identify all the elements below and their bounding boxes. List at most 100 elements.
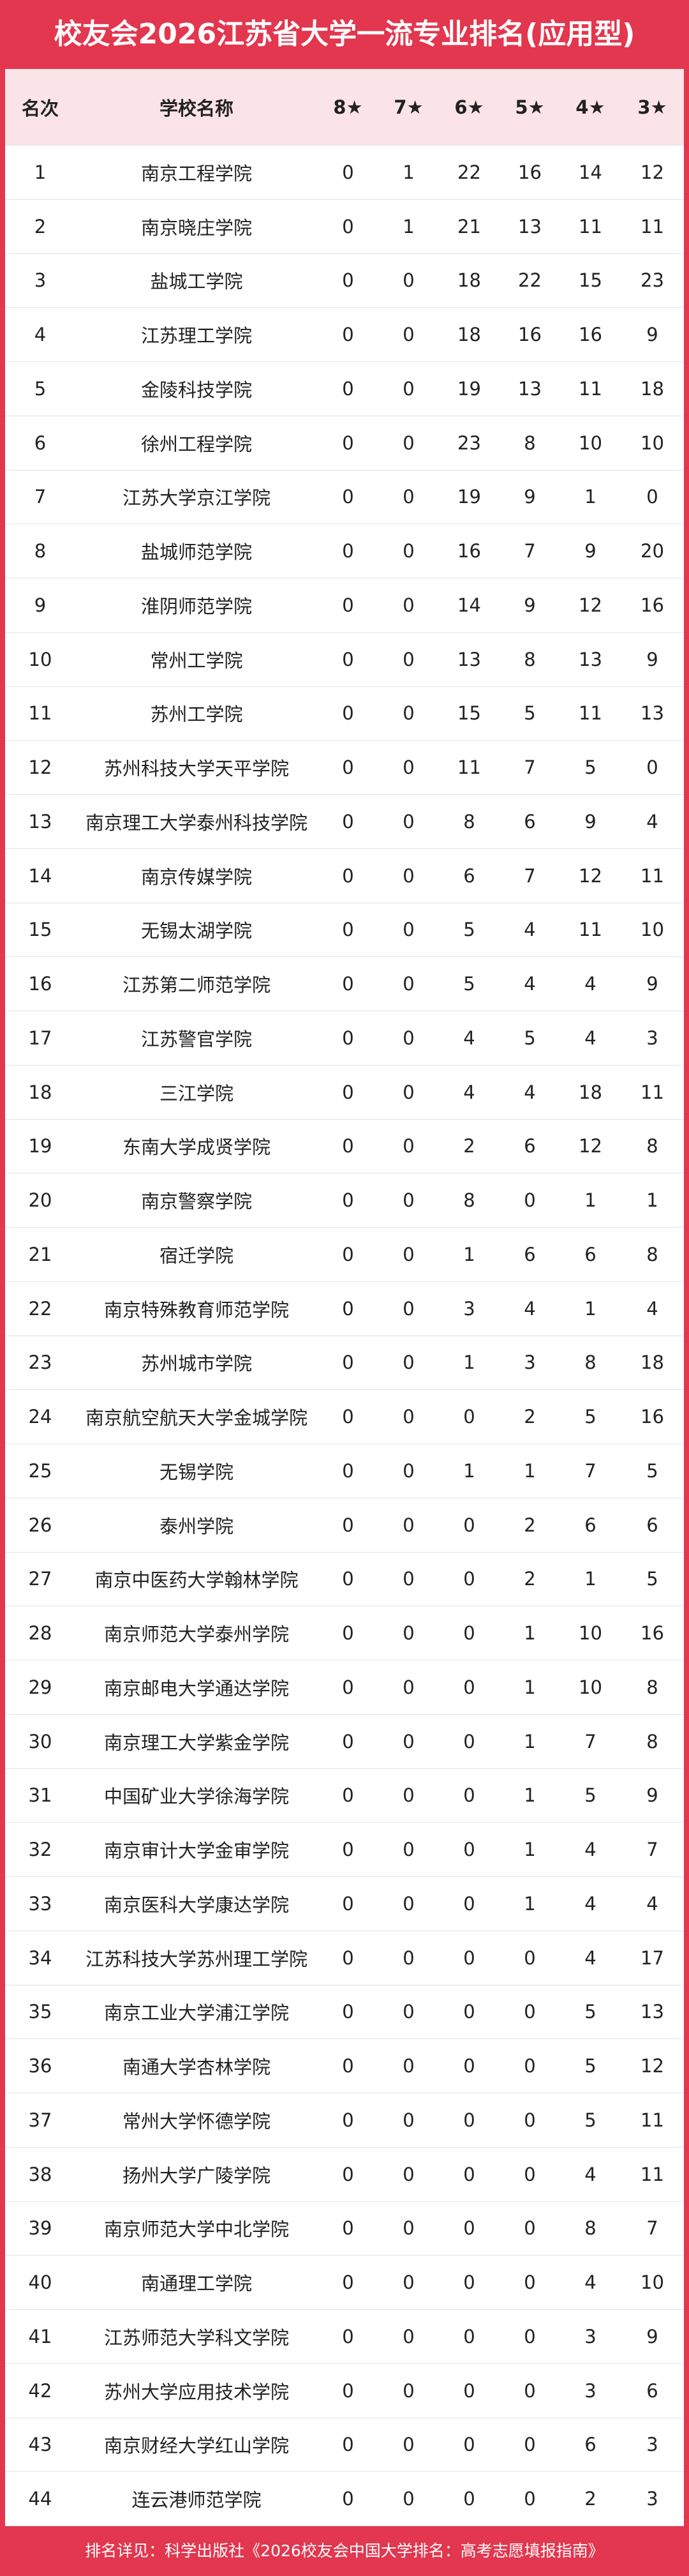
table-cell: 7 bbox=[524, 864, 536, 887]
table-cell: 13 bbox=[518, 215, 542, 237]
table-row: 6 徐州工程学院 0 0 23 8 10 10 bbox=[5, 416, 684, 471]
table-cell: 14 bbox=[28, 864, 52, 887]
table-cell: 0 bbox=[463, 1406, 475, 1428]
table-cell: 0 bbox=[646, 757, 658, 779]
table-cell: 4 bbox=[584, 2271, 596, 2294]
table-cell: 1 bbox=[524, 1676, 536, 1698]
table-cell: 8 bbox=[584, 1352, 596, 1374]
table-cell: 0 bbox=[342, 702, 354, 725]
table-cell: 0 bbox=[403, 540, 415, 562]
table-cell: 15 bbox=[579, 269, 602, 292]
table-cell: 江苏科技大学苏州理工学院 bbox=[85, 1948, 307, 1970]
table-cell: 5 bbox=[584, 1406, 596, 1428]
table-cell: 0 bbox=[463, 2488, 475, 2510]
table-cell: 0 bbox=[342, 973, 354, 995]
table-cell: 7 bbox=[524, 540, 536, 562]
table-cell: 0 bbox=[403, 2001, 415, 2023]
table-cell: 17 bbox=[28, 1027, 52, 1049]
table-cell: 15 bbox=[28, 919, 52, 941]
table-cell: 7 bbox=[34, 486, 47, 508]
table-cell: 连云港师范学院 bbox=[131, 2489, 262, 2512]
table-cell: 0 bbox=[342, 540, 354, 562]
title: 校友会2026江苏省大学一流专业排名(应用型) bbox=[54, 18, 635, 50]
table-cell: 4 bbox=[34, 324, 47, 346]
table-cell: 21 bbox=[28, 1243, 52, 1265]
table-cell: 南京警察学院 bbox=[140, 1191, 252, 1213]
table-row: 37 常州大学怀德学院 0 0 0 0 5 11 bbox=[5, 2093, 684, 2148]
table-cell: 5 bbox=[584, 2055, 596, 2077]
table-cell: 5 bbox=[584, 1784, 596, 1807]
table-cell: 18 bbox=[579, 1081, 602, 1103]
table-cell: 24 bbox=[28, 1406, 52, 1428]
table-row: 8 盐城师范学院 0 0 16 7 9 20 bbox=[5, 524, 684, 578]
table-cell: 21 bbox=[457, 215, 481, 237]
table-cell: 15 bbox=[457, 702, 481, 725]
table-cell: 0 bbox=[403, 1459, 415, 1482]
table-cell: 18 bbox=[457, 324, 481, 346]
table-row: 38 扬州大学广陵学院 0 0 0 0 4 11 bbox=[5, 2148, 684, 2202]
table-cell: 1 bbox=[524, 1839, 536, 1861]
table-cell: 0 bbox=[403, 1297, 415, 1320]
table-cell: 0 bbox=[524, 2163, 536, 2185]
table-cell: 4 bbox=[646, 1297, 658, 1320]
table-cell: 0 bbox=[403, 1243, 415, 1265]
table-cell: 5 bbox=[524, 1027, 536, 1049]
table-row: 28 南京师范大学泰州学院 0 0 0 1 10 16 bbox=[5, 1606, 684, 1661]
table-cell: 1 bbox=[403, 161, 415, 183]
table-cell: 0 bbox=[342, 1947, 354, 1969]
table-cell: 苏州科技大学天平学院 bbox=[103, 758, 289, 780]
table-cell: 0 bbox=[342, 1568, 354, 1590]
table-cell: 0 bbox=[463, 1892, 475, 1915]
table-cell: 4 bbox=[584, 1839, 596, 1861]
table-cell: 4 bbox=[584, 973, 596, 995]
table-cell: 0 bbox=[403, 1027, 415, 1049]
table-row: 16 江苏第二师范学院 0 0 5 4 4 9 bbox=[5, 957, 684, 1011]
table-cell: 10 bbox=[28, 648, 52, 670]
table-cell: 1 bbox=[584, 1189, 596, 1212]
table-row: 41 江苏师范大学科文学院 0 0 0 0 3 9 bbox=[5, 2310, 684, 2364]
table-cell: 4 bbox=[463, 1081, 475, 1103]
table-cell: 5 bbox=[584, 2001, 596, 2023]
table-cell: 6 bbox=[646, 2379, 658, 2402]
table-cell: 10 bbox=[579, 1676, 602, 1698]
table-cell: 1 bbox=[584, 486, 596, 508]
table-cell: 0 bbox=[403, 1947, 415, 1969]
table-cell: 22 bbox=[518, 269, 542, 292]
table-cell: 0 bbox=[342, 2488, 354, 2510]
table-cell: 29 bbox=[28, 1676, 52, 1698]
table-row: 22 南京特殊教育师范学院 0 0 3 4 1 4 bbox=[5, 1282, 684, 1336]
table-cell: 7 bbox=[524, 757, 536, 779]
table-cell: 1 bbox=[524, 1459, 536, 1482]
table-cell: 6 bbox=[584, 2434, 596, 2456]
table-cell: 16 bbox=[518, 324, 542, 346]
table-cell: 20 bbox=[28, 1189, 52, 1212]
table-row: 42 苏州大学应用技术学院 0 0 0 0 3 6 bbox=[5, 2364, 684, 2418]
table-cell: 苏州城市学院 bbox=[140, 1353, 252, 1375]
table-row: 39 南京师范大学中北学院 0 0 0 0 8 7 bbox=[5, 2202, 684, 2256]
table-cell: 12 bbox=[579, 594, 602, 616]
table-cell: 0 bbox=[342, 377, 354, 400]
table-row: 1 南京工程学院 0 1 22 16 14 12 bbox=[5, 146, 684, 200]
table-cell: 0 bbox=[342, 1730, 354, 1752]
table-cell: 0 bbox=[463, 1514, 475, 1536]
table-cell: 14 bbox=[579, 161, 602, 183]
table-cell: 2 bbox=[34, 215, 47, 237]
table-cell: 3 bbox=[584, 2379, 596, 2402]
table-cell: 南京财经大学红山学院 bbox=[103, 2435, 289, 2457]
table-cell: 盐城工学院 bbox=[150, 271, 243, 293]
table-row: 40 南通理工学院 0 0 0 0 4 10 bbox=[5, 2256, 684, 2310]
table-cell: 0 bbox=[403, 702, 415, 725]
table-cell: 南京工业大学浦江学院 bbox=[103, 2002, 289, 2024]
table-cell: 0 bbox=[403, 1352, 415, 1374]
table-cell: 3 bbox=[463, 1297, 475, 1320]
table-row: 35 南京工业大学浦江学院 0 0 0 0 5 13 bbox=[5, 1985, 684, 2040]
table-cell: 0 bbox=[524, 1947, 536, 1969]
table-cell: 6 bbox=[646, 1514, 658, 1536]
table-cell: 0 bbox=[524, 1189, 536, 1212]
table-row: 15 无锡太湖学院 0 0 5 4 11 10 bbox=[5, 903, 684, 958]
table-cell: 23 bbox=[641, 269, 664, 292]
table-cell: 0 bbox=[342, 215, 354, 237]
table-cell: 0 bbox=[342, 2325, 354, 2347]
table-cell: 3 bbox=[646, 2434, 658, 2456]
table-cell: 6 bbox=[524, 1135, 536, 1157]
